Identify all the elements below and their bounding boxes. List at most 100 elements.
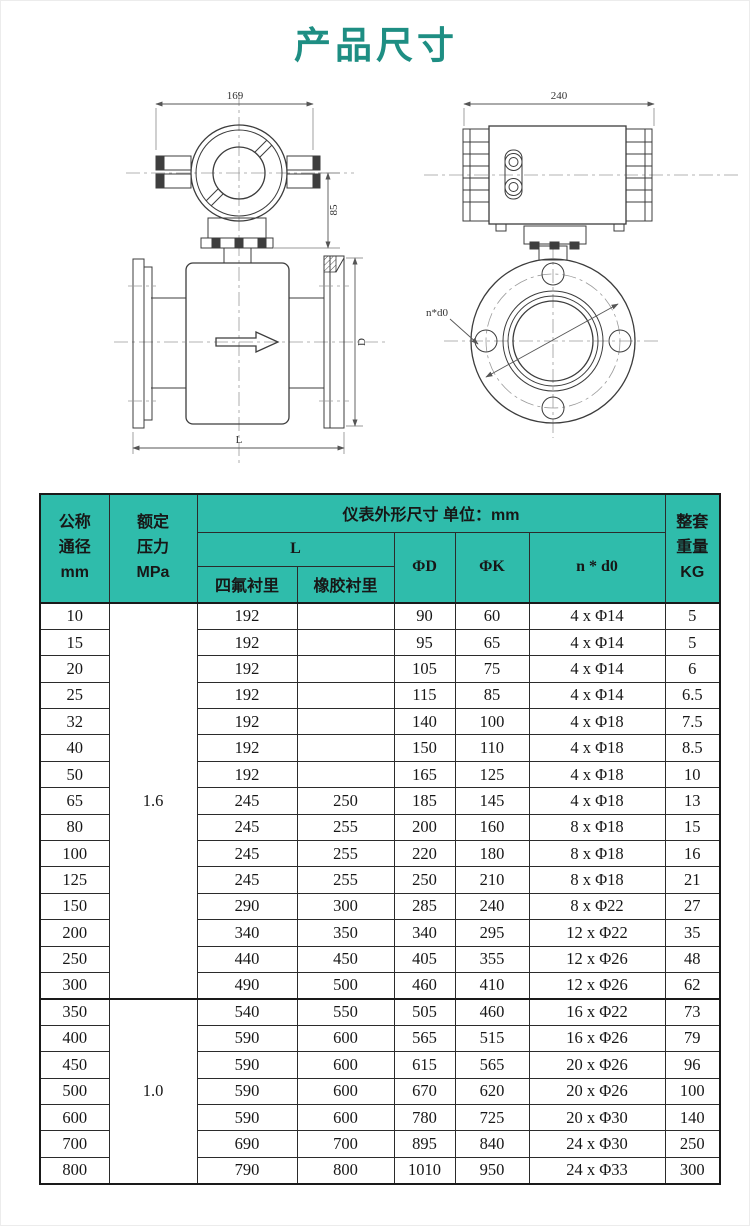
- cell-weight: 27: [664, 892, 721, 921]
- cell-l-rubber: 300: [296, 892, 395, 921]
- cell-weight: 5: [664, 601, 721, 630]
- header-n-d0: n * d0: [528, 531, 666, 604]
- cell-l-rubber: [296, 734, 395, 762]
- cell-phi-k: 145: [454, 787, 530, 815]
- cell-l-rubber: 250: [296, 787, 395, 815]
- table-row: 80 245 255 200 160 8 x Φ18 15: [39, 813, 721, 842]
- cell-weight: 5: [664, 628, 721, 657]
- cell-dn: 400: [39, 1024, 110, 1053]
- cell-weight: 79: [664, 1024, 721, 1053]
- cell-phi-k: 620: [454, 1077, 530, 1105]
- size-table: 公称 通径 mm 额定 压力 MPa 仪表外形尺寸 单位：mm 整套 重量 KG…: [39, 493, 722, 1185]
- cell-l-rubber: 350: [296, 919, 395, 947]
- cell-n-d0: 20 x Φ26: [528, 1077, 666, 1105]
- cell-phi-k: 840: [454, 1130, 530, 1158]
- cell-phi-k: 355: [454, 945, 530, 973]
- cell-phi-k: 75: [454, 655, 530, 683]
- table-row: 20 192 105 75 4 x Φ14 6: [39, 655, 721, 683]
- cell-l-ptfe: 192: [196, 681, 298, 710]
- cell-l-rubber: [296, 708, 395, 736]
- cell-l-ptfe: 540: [196, 997, 298, 1026]
- cell-n-d0: 4 x Φ18: [528, 734, 666, 762]
- cell-l-ptfe: 490: [196, 971, 298, 1000]
- table-row: 125 245 255 250 210 8 x Φ18 21: [39, 866, 721, 894]
- cell-phi-d: 1010: [393, 1156, 456, 1185]
- cell-phi-d: 405: [393, 945, 456, 973]
- cell-l-rubber: 255: [296, 813, 395, 842]
- cell-n-d0: 4 x Φ18: [528, 787, 666, 815]
- cell-l-rubber: [296, 628, 395, 657]
- cell-l-rubber: [296, 601, 395, 630]
- cell-l-rubber: 255: [296, 866, 395, 894]
- cell-l-ptfe: 440: [196, 945, 298, 973]
- table-row: 25 192 115 85 4 x Φ14 6.5: [39, 681, 721, 710]
- cell-dn: 25: [39, 681, 110, 710]
- front-length-dim-label: L: [236, 434, 243, 446]
- cell-phi-k: 295: [454, 919, 530, 947]
- cell-phi-k: 60: [454, 601, 530, 630]
- cell-l-rubber: 600: [296, 1103, 395, 1132]
- cell-n-d0: 4 x Φ14: [528, 681, 666, 710]
- cell-weight: 96: [664, 1051, 721, 1079]
- cell-dn: 150: [39, 892, 110, 921]
- cell-dn: 15: [39, 628, 110, 657]
- cell-n-d0: 4 x Φ14: [528, 628, 666, 657]
- front-width-dim-label: 169: [227, 90, 244, 102]
- cell-l-ptfe: 245: [196, 787, 298, 815]
- header-ptfe-lining: 四氟衬里: [196, 565, 298, 604]
- cell-l-ptfe: 590: [196, 1051, 298, 1079]
- cell-l-rubber: [296, 681, 395, 710]
- cell-n-d0: 24 x Φ33: [528, 1156, 666, 1185]
- cell-phi-d: 340: [393, 919, 456, 947]
- cell-dn: 450: [39, 1051, 110, 1079]
- cell-weight: 21: [664, 866, 721, 894]
- cell-l-rubber: [296, 760, 395, 789]
- cell-dn: 65: [39, 787, 110, 815]
- table-row: 10 1.6 192 90 60 4 x Φ14 5: [39, 601, 721, 1000]
- cell-phi-k: 460: [454, 997, 530, 1026]
- cell-n-d0: 20 x Φ26: [528, 1051, 666, 1079]
- cell-phi-d: 460: [393, 971, 456, 1000]
- cell-phi-d: 780: [393, 1103, 456, 1132]
- table-row: 300 490 500 460 410 12 x Φ26 62: [39, 971, 721, 1000]
- cell-l-rubber: 600: [296, 1024, 395, 1053]
- cell-phi-d: 185: [393, 787, 456, 815]
- cell-dn: 200: [39, 919, 110, 947]
- cell-weight: 100: [664, 1077, 721, 1105]
- cell-weight: 7.5: [664, 708, 721, 736]
- cell-weight: 6: [664, 655, 721, 683]
- cell-dn: 100: [39, 840, 110, 868]
- cell-dn: 300: [39, 971, 110, 1000]
- cell-weight: 300: [664, 1156, 721, 1185]
- cell-phi-d: 220: [393, 840, 456, 868]
- table-row: 15 192 95 65 4 x Φ14 5: [39, 628, 721, 657]
- cell-weight: 16: [664, 840, 721, 868]
- cell-l-rubber: 600: [296, 1077, 395, 1105]
- page-title: 产品尺寸: [294, 25, 458, 66]
- cell-weight: 6.5: [664, 681, 721, 710]
- cell-dn: 50: [39, 760, 110, 789]
- cell-phi-k: 410: [454, 971, 530, 1000]
- cell-l-rubber: 700: [296, 1130, 395, 1158]
- cell-n-d0: 24 x Φ30: [528, 1130, 666, 1158]
- cell-l-ptfe: 192: [196, 655, 298, 683]
- table-row: 40 192 150 110 4 x Φ18 8.5: [39, 734, 721, 762]
- header-total-weight: 整套 重量 KG: [664, 493, 721, 604]
- table-row: 350 1.0 540 550 505 460 16 x Φ22 73: [39, 997, 721, 1185]
- header-phi-d: ΦD: [393, 531, 456, 604]
- cell-phi-k: 515: [454, 1024, 530, 1053]
- cell-phi-k: 565: [454, 1051, 530, 1079]
- cell-l-ptfe: 245: [196, 866, 298, 894]
- header-rubber-lining: 橡胶衬里: [296, 565, 395, 604]
- cell-phi-d: 140: [393, 708, 456, 736]
- cell-phi-k: 125: [454, 760, 530, 789]
- table-row: 800 790 800 1010 950 24 x Φ33 300: [39, 1156, 721, 1185]
- cell-phi-d: 895: [393, 1130, 456, 1158]
- cell-l-ptfe: 192: [196, 734, 298, 762]
- front-view-drawing: 169 85: [114, 90, 388, 464]
- table-row: 65 245 250 185 145 4 x Φ18 13: [39, 787, 721, 815]
- table-row: 100 245 255 220 180 8 x Φ18 16: [39, 840, 721, 868]
- cell-l-ptfe: 245: [196, 813, 298, 842]
- table-row: 250 440 450 405 355 12 x Φ26 48: [39, 945, 721, 973]
- side-width-dim-label: 240: [551, 90, 568, 102]
